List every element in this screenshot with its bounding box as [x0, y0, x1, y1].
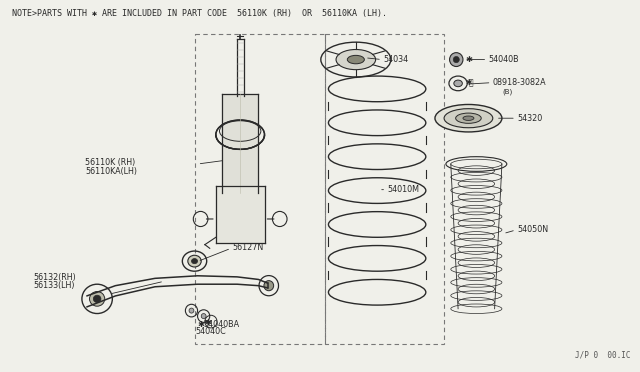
- Text: 54050N: 54050N: [517, 225, 548, 234]
- Circle shape: [449, 53, 463, 67]
- Polygon shape: [222, 94, 259, 193]
- Text: 54040C: 54040C: [195, 327, 226, 336]
- Ellipse shape: [435, 105, 502, 132]
- Bar: [195, 34, 325, 344]
- Text: 54040B: 54040B: [488, 55, 519, 64]
- Text: 54010M: 54010M: [387, 185, 419, 194]
- Ellipse shape: [90, 292, 105, 306]
- Text: 56110KA(LH): 56110KA(LH): [85, 167, 137, 176]
- Text: ✱: ✱: [465, 55, 472, 64]
- Ellipse shape: [188, 255, 201, 267]
- Text: NOTE>PARTS WITH ✱ ARE INCLUDED IN PART CODE  56110K (RH)  OR  56110KA (LH).: NOTE>PARTS WITH ✱ ARE INCLUDED IN PART C…: [12, 9, 387, 18]
- Text: 56133(LH): 56133(LH): [33, 281, 75, 290]
- Circle shape: [201, 314, 206, 318]
- Text: ✱: ✱: [204, 318, 211, 327]
- Text: 56110K (RH): 56110K (RH): [85, 158, 135, 167]
- Text: ✱: ✱: [465, 78, 472, 87]
- Circle shape: [189, 308, 194, 313]
- Ellipse shape: [463, 116, 474, 121]
- Circle shape: [453, 57, 460, 63]
- Text: 08918-3082A: 08918-3082A: [493, 78, 547, 87]
- Text: (B): (B): [502, 88, 512, 95]
- Text: Ⓝ: Ⓝ: [469, 78, 474, 87]
- Text: 54040BA: 54040BA: [204, 320, 240, 329]
- Text: 56132(RH): 56132(RH): [33, 273, 76, 282]
- Text: 54034: 54034: [383, 55, 408, 64]
- Ellipse shape: [454, 80, 462, 87]
- Polygon shape: [216, 186, 264, 243]
- Ellipse shape: [191, 259, 198, 264]
- Text: 54320: 54320: [517, 114, 542, 123]
- Text: J/P 0  00.IC: J/P 0 00.IC: [575, 351, 630, 360]
- Ellipse shape: [456, 113, 481, 124]
- Bar: [325, 34, 444, 344]
- Ellipse shape: [444, 109, 493, 128]
- Text: ✱: ✱: [197, 320, 204, 329]
- Ellipse shape: [348, 55, 364, 64]
- Text: 56127N: 56127N: [232, 243, 264, 252]
- Ellipse shape: [93, 295, 101, 302]
- Circle shape: [264, 280, 274, 291]
- Ellipse shape: [336, 49, 376, 70]
